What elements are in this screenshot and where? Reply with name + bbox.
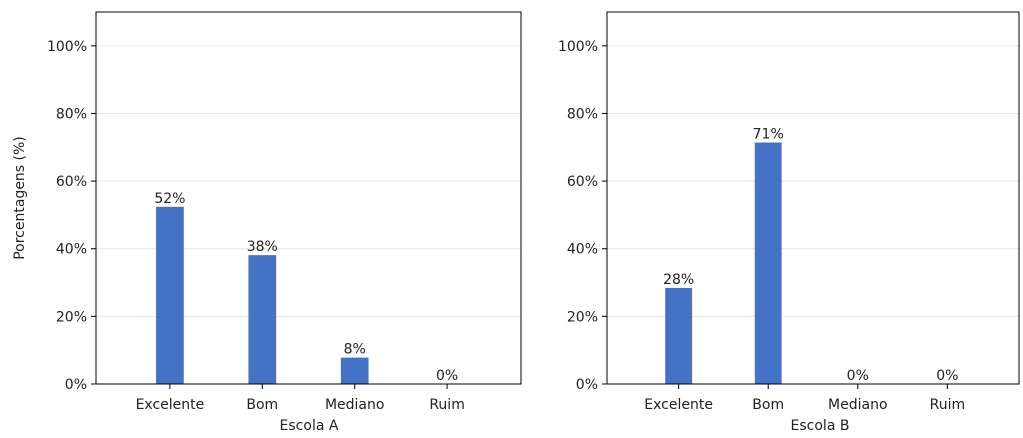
x-axis-label: Escola A bbox=[280, 418, 339, 434]
y-axis-label: Porcentagens (%) bbox=[12, 136, 28, 260]
x-tick-label: Bom bbox=[246, 397, 278, 413]
data-label: 28% bbox=[663, 272, 694, 288]
y-tick-label: 60% bbox=[567, 174, 598, 190]
y-tick-label: 100% bbox=[47, 39, 87, 55]
y-tick-label: 60% bbox=[56, 174, 87, 190]
y-tick-label: 80% bbox=[567, 106, 598, 122]
y-tick-label: 40% bbox=[56, 242, 87, 258]
x-tick-label: Mediano bbox=[828, 397, 888, 413]
bar-bom bbox=[248, 255, 276, 384]
bar-excelente bbox=[665, 288, 692, 384]
bar-excelente bbox=[156, 207, 184, 384]
panel-escola-b: Escola B 28% 71% 0% 0% 0% 20% 40% 60% 80% 100% Exc… bbox=[558, 12, 1019, 434]
x-tick-label: Ruim bbox=[429, 397, 465, 413]
y-tick-label: 0% bbox=[65, 377, 87, 393]
data-label: 0% bbox=[847, 368, 869, 384]
x-axis-label: Escola B bbox=[791, 418, 850, 434]
bar-bom bbox=[755, 143, 782, 384]
data-label: 71% bbox=[753, 127, 784, 143]
data-label: 38% bbox=[247, 239, 278, 255]
bar-mediano bbox=[341, 358, 369, 384]
y-tick-label: 100% bbox=[558, 39, 598, 55]
panel-escola-a: Porcentagens (%) Escola A 52% 38% 8% 0% 0% 20… bbox=[12, 12, 521, 434]
x-tick-label: Mediano bbox=[325, 397, 385, 413]
data-label: 8% bbox=[344, 342, 366, 358]
x-tick-label: Excelente bbox=[644, 397, 713, 413]
data-label: 0% bbox=[436, 368, 458, 384]
data-label: 52% bbox=[154, 191, 185, 207]
y-tick-label: 0% bbox=[576, 377, 598, 393]
y-tick-label: 20% bbox=[56, 309, 87, 325]
data-label: 0% bbox=[936, 368, 958, 384]
x-tick-label: Ruim bbox=[930, 397, 966, 413]
y-tick-label: 40% bbox=[567, 242, 598, 258]
y-tick-label: 80% bbox=[56, 106, 87, 122]
x-tick-label: Excelente bbox=[136, 397, 205, 413]
y-tick-label: 20% bbox=[567, 309, 598, 325]
x-tick-label: Bom bbox=[752, 397, 784, 413]
